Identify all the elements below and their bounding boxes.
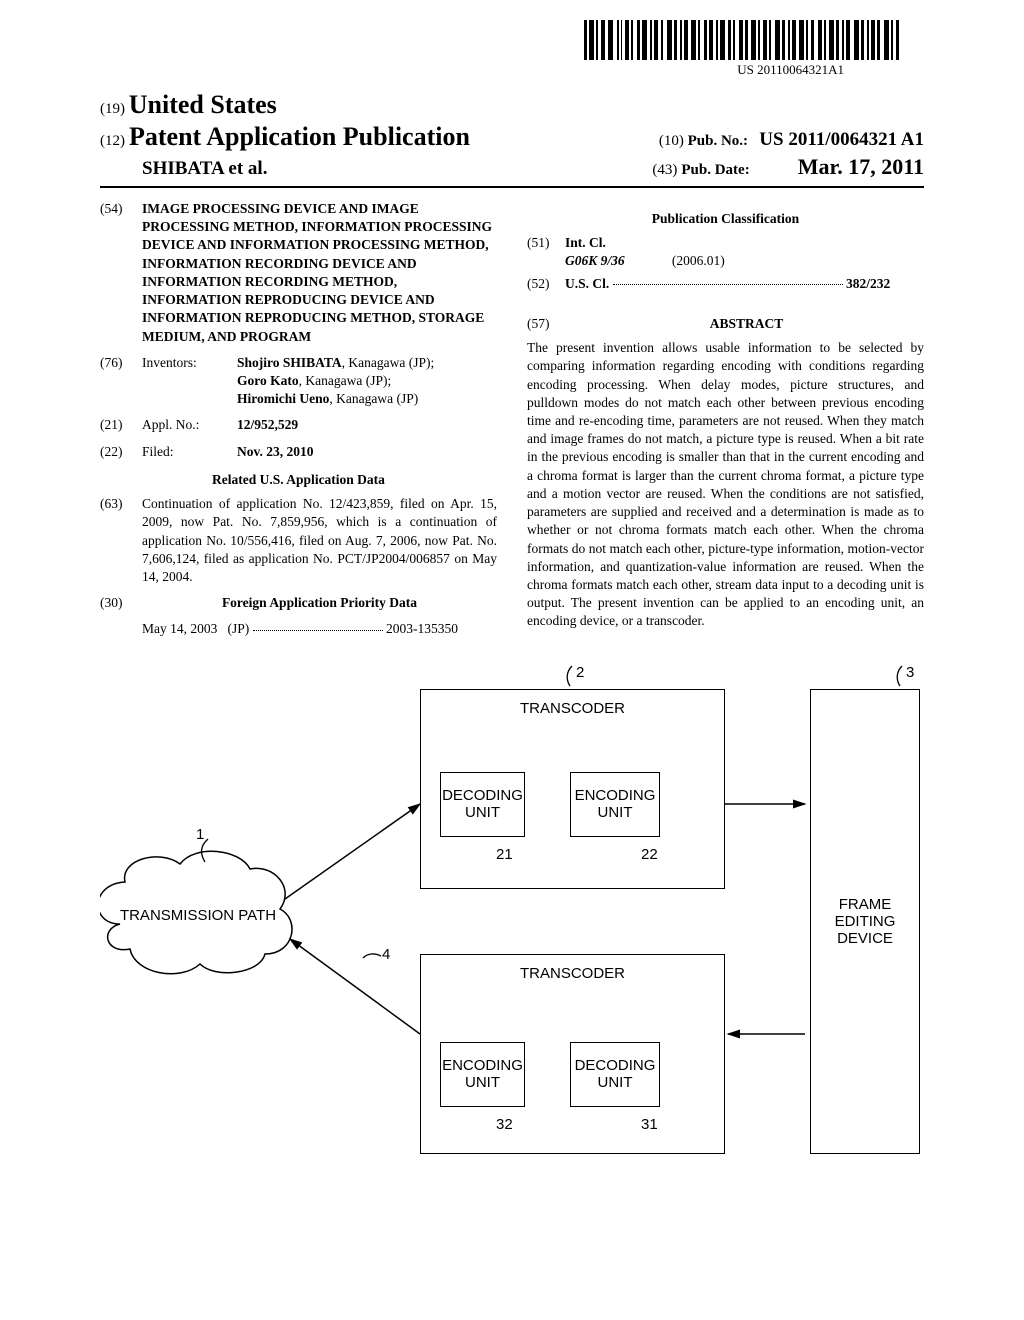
dot-leader [613, 275, 843, 285]
abstract-heading: ABSTRACT [710, 316, 784, 331]
appl-label: Appl. No.: [142, 416, 237, 434]
foreign-num: (30) [100, 594, 142, 612]
decoding-unit-21: DECODING UNIT [440, 772, 525, 837]
encoding-unit-22: ENCODING UNIT [570, 772, 660, 837]
country-code-num: (19) [100, 101, 125, 117]
pubdate-num: (43) [652, 162, 677, 178]
pub-type-num: (12) [100, 133, 125, 149]
inventor-2: Goro Kato [237, 373, 299, 388]
figure-diagram: TRANSMISSION PATH TRANSCODER DECODING UN… [100, 664, 924, 1184]
pubno-label: Pub. No.: [688, 133, 748, 149]
pub-type-title: Patent Application Publication [129, 122, 470, 151]
foreign-value: 2003-135350 [386, 620, 458, 638]
related-us-heading: Related U.S. Application Data [100, 471, 497, 489]
abstract-body: The present invention allows usable info… [527, 339, 924, 631]
appl-num: (21) [100, 416, 142, 434]
ref-4: 4 [382, 946, 390, 963]
ref-1: 1 [196, 826, 204, 843]
ref-32: 32 [496, 1116, 513, 1133]
intcl-year: (2006.01) [672, 253, 725, 268]
uscl-label: U.S. Cl. [565, 275, 609, 293]
pubdate-value: Mar. 17, 2011 [798, 154, 924, 179]
inventor-1-loc: , Kanagawa (JP); [342, 355, 435, 370]
ref-2: 2 [576, 664, 584, 681]
inventors-num: (76) [100, 354, 142, 409]
ref-22: 22 [641, 846, 658, 863]
country-name: United States [129, 90, 277, 119]
related-body: Continuation of application No. 12/423,8… [142, 495, 497, 586]
pubno-value: US 2011/0064321 A1 [759, 129, 924, 150]
transcoder-2-label: TRANSCODER [520, 700, 625, 717]
intcl-num: (51) [527, 234, 565, 270]
right-column: Publication Classification (51) Int. Cl.… [527, 200, 924, 639]
pubno-num: (10) [659, 133, 684, 149]
uscl-value: 382/232 [846, 275, 890, 293]
intcl-code: G06K 9/36 [565, 253, 625, 268]
intcl-label: Int. Cl. [565, 235, 606, 250]
header-rule [100, 186, 924, 188]
barcode [584, 20, 914, 60]
filed-num: (22) [100, 443, 142, 461]
ref-21: 21 [496, 846, 513, 863]
barcode-number: US 20110064321A1 [737, 62, 844, 78]
foreign-heading: Foreign Application Priority Data [142, 594, 497, 612]
dot-leader [253, 620, 383, 630]
left-column: (54) IMAGE PROCESSING DEVICE AND IMAGE P… [100, 200, 497, 639]
ref-3: 3 [906, 664, 914, 681]
title-num: (54) [100, 200, 142, 346]
inventors-label: Inventors: [142, 354, 237, 409]
foreign-date: May 14, 2003 [142, 620, 217, 638]
filed-value: Nov. 23, 2010 [237, 444, 314, 459]
uscl-num: (52) [527, 275, 565, 293]
invention-title: IMAGE PROCESSING DEVICE AND IMAGE PROCES… [142, 200, 497, 346]
inventor-1: Shojiro SHIBATA [237, 355, 342, 370]
foreign-cc: (JP) [228, 620, 250, 638]
frame-editing-device: FRAME EDITING DEVICE [810, 689, 920, 1154]
inventor-3: Hiromichi Ueno [237, 391, 329, 406]
abstract-num: (57) [527, 315, 569, 333]
appl-value: 12/952,529 [237, 417, 298, 432]
transmission-path-label: TRANSMISSION PATH [118, 907, 278, 924]
pubdate-label: Pub. Date: [681, 162, 749, 178]
decoding-unit-31: DECODING UNIT [570, 1042, 660, 1107]
inventor-2-loc: , Kanagawa (JP); [299, 373, 392, 388]
patent-header: (19) United States (12) Patent Applicati… [100, 90, 924, 188]
inventors-list: Shojiro SHIBATA, Kanagawa (JP); Goro Kat… [237, 354, 497, 409]
classification-heading: Publication Classification [527, 210, 924, 228]
encoding-unit-32: ENCODING UNIT [440, 1042, 525, 1107]
authors: SHIBATA et al. [100, 158, 267, 180]
transcoder-4-label: TRANSCODER [520, 965, 625, 982]
filed-label: Filed: [142, 443, 237, 461]
ref-31: 31 [641, 1116, 658, 1133]
inventor-3-loc: , Kanagawa (JP) [329, 391, 418, 406]
related-num: (63) [100, 495, 142, 586]
